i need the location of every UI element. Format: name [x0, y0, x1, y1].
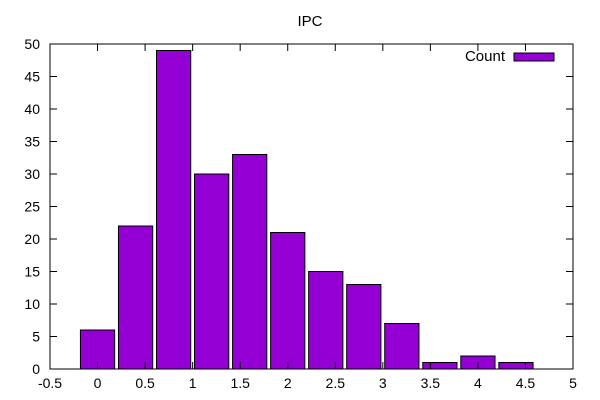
y-tick-label-0: 0	[32, 361, 40, 377]
bar-5	[270, 232, 306, 370]
x-tick-label-3.5: 3.5	[421, 375, 441, 391]
x-tick-label-4.5: 4.5	[516, 375, 536, 391]
x-tick-label-1.5: 1.5	[230, 375, 250, 391]
y-tick-label-15: 15	[24, 264, 40, 280]
bar-4	[232, 154, 268, 370]
bar-1	[117, 225, 154, 370]
x-tick-label-2.5: 2.5	[326, 375, 346, 391]
bar-8	[384, 323, 420, 370]
x-tick-label-0.5: 0.5	[135, 375, 155, 391]
x-tick-label-5: 5	[569, 375, 577, 391]
x-tick-label-4: 4	[474, 375, 482, 391]
bar-7	[346, 284, 382, 370]
legend: Count	[465, 48, 555, 65]
legend-label-count: Count	[465, 48, 506, 65]
bar-3	[194, 173, 230, 370]
y-tick-label-35: 35	[24, 134, 40, 150]
bar-9	[422, 362, 458, 370]
x-tick-label-0: 0	[94, 375, 102, 391]
chart-title: IPC	[297, 13, 322, 30]
y-tick-label-50: 50	[24, 36, 40, 52]
legend-swatch-count	[513, 52, 555, 62]
y-tick-label-20: 20	[24, 231, 40, 247]
y-tick-label-45: 45	[24, 69, 40, 85]
bars-group	[79, 50, 534, 370]
y-tick-label-10: 10	[24, 296, 40, 312]
x-tick-label-2: 2	[284, 375, 292, 391]
bar-11	[498, 362, 534, 370]
bar-6	[308, 271, 344, 370]
y-tick-label-40: 40	[24, 101, 40, 117]
x-tick-label-1: 1	[189, 375, 197, 391]
x-tick-label--0.5: -0.5	[38, 375, 62, 391]
y-tick-label-30: 30	[24, 166, 40, 182]
y-tick-label-25: 25	[24, 199, 40, 215]
bar-2	[156, 50, 192, 370]
x-tick-label-3: 3	[379, 375, 387, 391]
y-tick-label-5: 5	[32, 329, 40, 345]
